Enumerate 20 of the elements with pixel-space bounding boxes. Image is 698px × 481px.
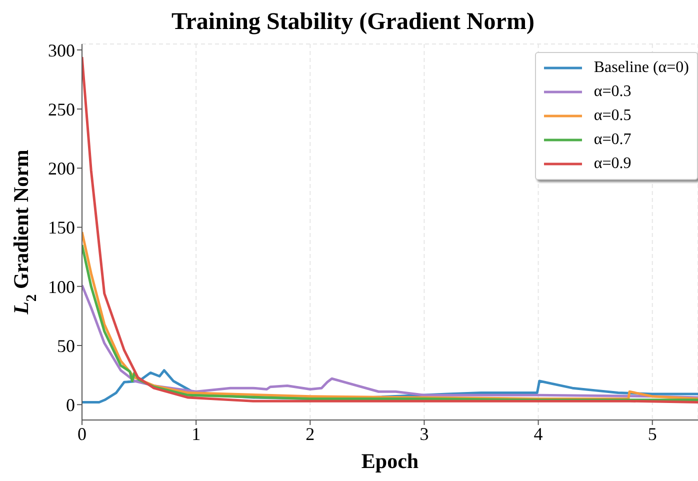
legend-label: Baseline (α=0) [594, 58, 689, 78]
x-tick-label: 1 [192, 424, 201, 444]
y-tick-label: 250 [48, 99, 75, 120]
legend-label: α=0.9 [594, 154, 632, 174]
chart-title: Training Stability (Gradient Norm) [170, 8, 536, 37]
y-tick-label: 150 [48, 218, 75, 238]
legend-label: α=0.3 [594, 82, 632, 102]
line-series [82, 56, 698, 404]
y-tick-label: 200 [48, 158, 75, 179]
x-tick-label: 3 [420, 424, 429, 444]
x-axis-title: Epoch [361, 449, 419, 473]
legend-label: α=0.7 [594, 130, 632, 150]
legend-label: α=0.5 [594, 106, 632, 126]
x-tick-label: 4 [534, 424, 543, 444]
x-tick-label: 2 [306, 424, 315, 444]
y-tick-label: 300 [48, 40, 75, 60]
x-tick-label: 5 [648, 424, 657, 444]
y-tick-label: 100 [48, 276, 75, 297]
y-tick-label: 0 [66, 395, 75, 416]
y-tick-label: 50 [57, 336, 75, 356]
